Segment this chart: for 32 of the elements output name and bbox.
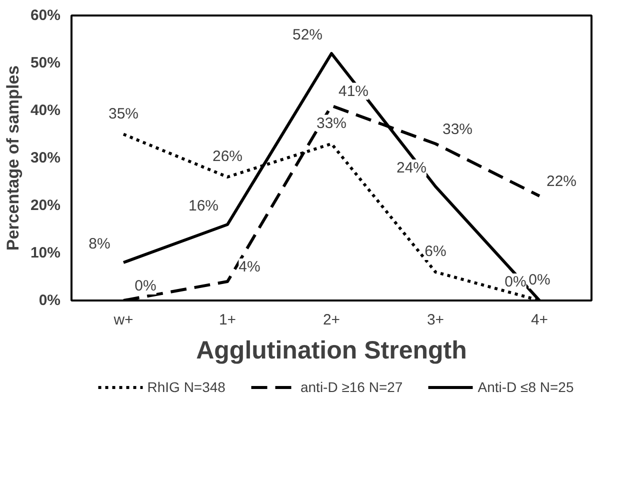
x-tick-label: 4+ [530, 312, 548, 328]
data-label: 4% [238, 258, 260, 276]
y-tick-label: 10% [30, 244, 61, 262]
legend-label: RhIG N=348 [147, 379, 226, 395]
y-tick-label: 20% [30, 197, 61, 214]
y-axis-title: Percentage of samples [3, 65, 22, 251]
x-axis-title: Agglutination Strength [196, 336, 467, 364]
legend-label: anti-D ≥16 N=27 [300, 379, 403, 395]
y-tick-label: 0% [38, 292, 61, 309]
data-label: 0% [504, 274, 526, 290]
x-tick-label: 2+ [322, 312, 340, 328]
y-tick-label: 30% [30, 150, 61, 166]
data-label: 0% [528, 272, 550, 288]
x-tick-label: 3+ [426, 312, 444, 328]
y-tick-label: 40% [30, 102, 61, 119]
data-label: 16% [188, 198, 219, 214]
data-label: 26% [212, 148, 243, 165]
data-label: 6% [424, 243, 446, 260]
data-label: 33% [316, 114, 347, 132]
data-label: 22% [546, 173, 577, 190]
data-label: 0% [134, 278, 156, 294]
x-tick-label: w+ [112, 312, 134, 328]
data-label: 35% [108, 105, 139, 122]
data-label: 52% [292, 26, 323, 44]
y-tick-label: 60% [30, 7, 61, 24]
x-tick-label: 1+ [218, 312, 236, 328]
data-label: 33% [442, 120, 473, 138]
data-label: 8% [88, 236, 110, 252]
legend-label: Anti-D ≤8 N=25 [478, 379, 574, 395]
data-label: 24% [396, 160, 427, 176]
y-tick-label: 50% [30, 54, 61, 72]
data-label: 41% [338, 82, 369, 100]
